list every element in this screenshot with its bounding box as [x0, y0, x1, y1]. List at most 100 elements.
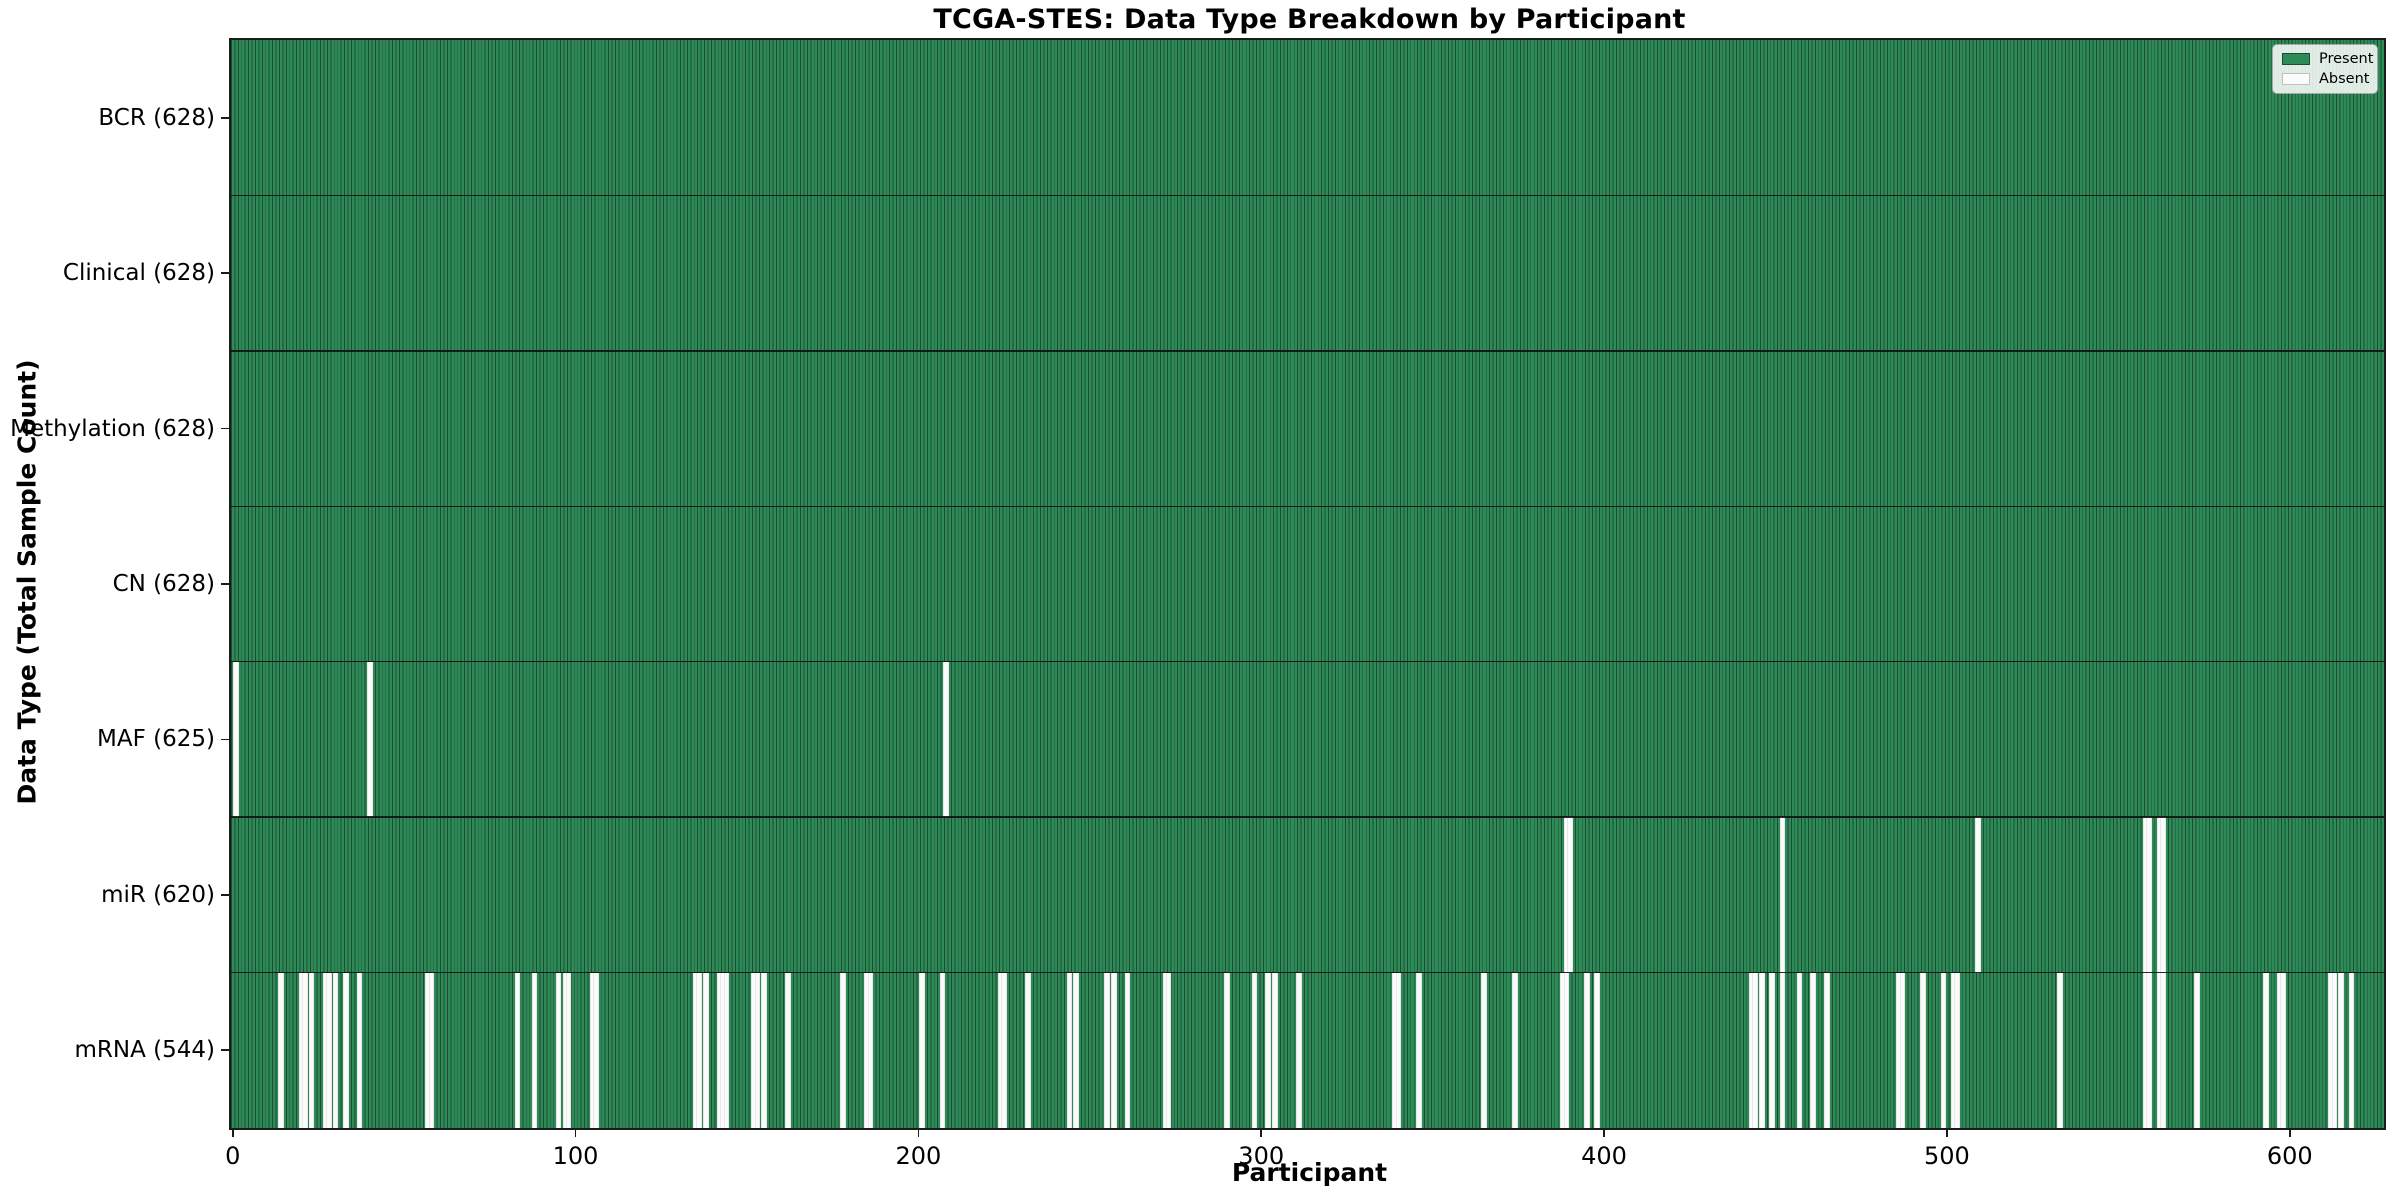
- x-tick-label: 400: [1581, 1142, 1627, 1170]
- absent-stripe: [277, 972, 284, 1128]
- y-tick-label: miR (620): [101, 881, 215, 908]
- row-mrna: [231, 972, 2384, 1128]
- row-bcr: [231, 40, 2384, 196]
- x-tick: [2288, 1128, 2291, 1137]
- absent-stripe: [751, 972, 757, 1128]
- absent-stripe: [1251, 972, 1258, 1128]
- absent-stripe: [1920, 972, 1926, 1128]
- absent-stripe: [301, 972, 308, 1128]
- absent-stripe: [367, 661, 373, 818]
- rows-layer: [231, 40, 2384, 1128]
- chart-title: TCGA-STES: Data Type Breakdown by Partic…: [933, 4, 1686, 35]
- absent-stripe: [1584, 972, 1590, 1128]
- x-tick-label: 0: [225, 1142, 241, 1170]
- absent-stripe: [1896, 972, 1902, 1128]
- absent-stripe: [2156, 972, 2163, 1128]
- x-tick: [1946, 1128, 1948, 1137]
- absent-stripe: [716, 972, 723, 1128]
- y-tick-label: MAF (625): [97, 726, 215, 753]
- absent-stripe: [589, 972, 596, 1128]
- x-tick-label: 600: [2266, 1142, 2313, 1170]
- absent-stripe: [1567, 817, 1573, 973]
- row-methylation: [231, 350, 2384, 507]
- absent-stripe: [593, 972, 599, 1128]
- absent-stripe: [428, 972, 435, 1128]
- absent-stripe: [1594, 972, 1600, 1128]
- absent-stripe: [867, 972, 874, 1128]
- y-tick: [221, 427, 230, 430]
- plot-area: [229, 38, 2386, 1130]
- absent-stripe: [1759, 972, 1765, 1128]
- absent-stripe: [1392, 972, 1398, 1128]
- absent-stripe: [1481, 972, 1487, 1128]
- legend-absent-label: Absent: [2319, 70, 2370, 87]
- legend-present-label: Present: [2319, 51, 2374, 67]
- absent-stripe: [1810, 972, 1816, 1128]
- absent-stripe: [531, 972, 538, 1128]
- legend: Present Absent: [2272, 44, 2378, 94]
- absent-stripe: [1111, 972, 1117, 1128]
- absent-stripe: [1512, 972, 1518, 1128]
- absent-stripe: [919, 972, 925, 1128]
- absent-stripe: [703, 972, 709, 1128]
- absent-stripe: [1416, 972, 1422, 1128]
- absent-stripe: [514, 972, 521, 1128]
- y-tick-label: Methylation (628): [10, 415, 215, 442]
- y-tick: [221, 272, 230, 274]
- absent-stripe: [1073, 972, 1079, 1128]
- absent-stripe: [1779, 817, 1786, 973]
- x-tick-label: 100: [552, 1142, 599, 1170]
- absent-stripe: [2280, 972, 2286, 1128]
- absent-stripe: [1954, 972, 1960, 1128]
- absent-stripe: [332, 972, 339, 1128]
- absent-stripe: [2160, 817, 2166, 973]
- absent-stripe: [356, 972, 363, 1128]
- absent-stripe: [1001, 972, 1007, 1128]
- absent-stripe: [2328, 972, 2334, 1128]
- absent-stripe: [2057, 972, 2063, 1128]
- absent-stripe: [1560, 972, 1566, 1128]
- absent-stripe: [2156, 817, 2163, 973]
- absent-stripe: [1124, 972, 1131, 1128]
- y-tick: [221, 1049, 230, 1052]
- absent-stripe: [943, 661, 949, 818]
- absent-stripe: [2338, 972, 2344, 1128]
- absent-stripe: [298, 972, 305, 1128]
- absent-stripe: [1104, 972, 1110, 1128]
- absent-stripe: [754, 972, 761, 1128]
- y-tick: [221, 583, 230, 585]
- absent-stripe: [2146, 972, 2152, 1128]
- absent-stripe: [1025, 972, 1031, 1128]
- absent-stripe: [1940, 972, 1947, 1128]
- x-tick-label: 500: [1923, 1142, 1970, 1170]
- absent-stripe: [343, 972, 349, 1128]
- absent-stripe: [1563, 817, 1570, 973]
- absent-stripe: [1975, 817, 1981, 973]
- absent-stripe: [1162, 972, 1169, 1128]
- y-tick: [221, 738, 230, 741]
- y-tick-label: CN (628): [112, 571, 215, 597]
- row-divider: [231, 505, 2384, 507]
- absent-stripe: [1779, 972, 1786, 1128]
- absent-stripe: [2348, 972, 2355, 1128]
- legend-entry-absent: Absent: [2282, 70, 2370, 87]
- absent-stripe: [2143, 972, 2149, 1128]
- absent-stripe: [1296, 972, 1302, 1128]
- absent-stripe: [761, 972, 767, 1128]
- absent-stripe: [1395, 972, 1402, 1128]
- absent-stripe: [1165, 972, 1172, 1128]
- x-tick: [231, 1128, 234, 1137]
- absent-stripe: [1272, 972, 1278, 1128]
- x-tick: [1603, 1128, 1605, 1137]
- y-tick: [221, 894, 230, 896]
- absent-stripe: [308, 972, 315, 1128]
- x-axis-label: Participant: [1231, 1158, 1388, 1187]
- absent-stripe: [864, 972, 870, 1128]
- absent-stripe: [1066, 972, 1073, 1128]
- absent-stripe: [1265, 972, 1271, 1128]
- absent-stripe: [2331, 972, 2338, 1128]
- absent-stripe: [2276, 972, 2283, 1128]
- absent-stripe: [2194, 972, 2200, 1128]
- y-tick: [221, 116, 230, 119]
